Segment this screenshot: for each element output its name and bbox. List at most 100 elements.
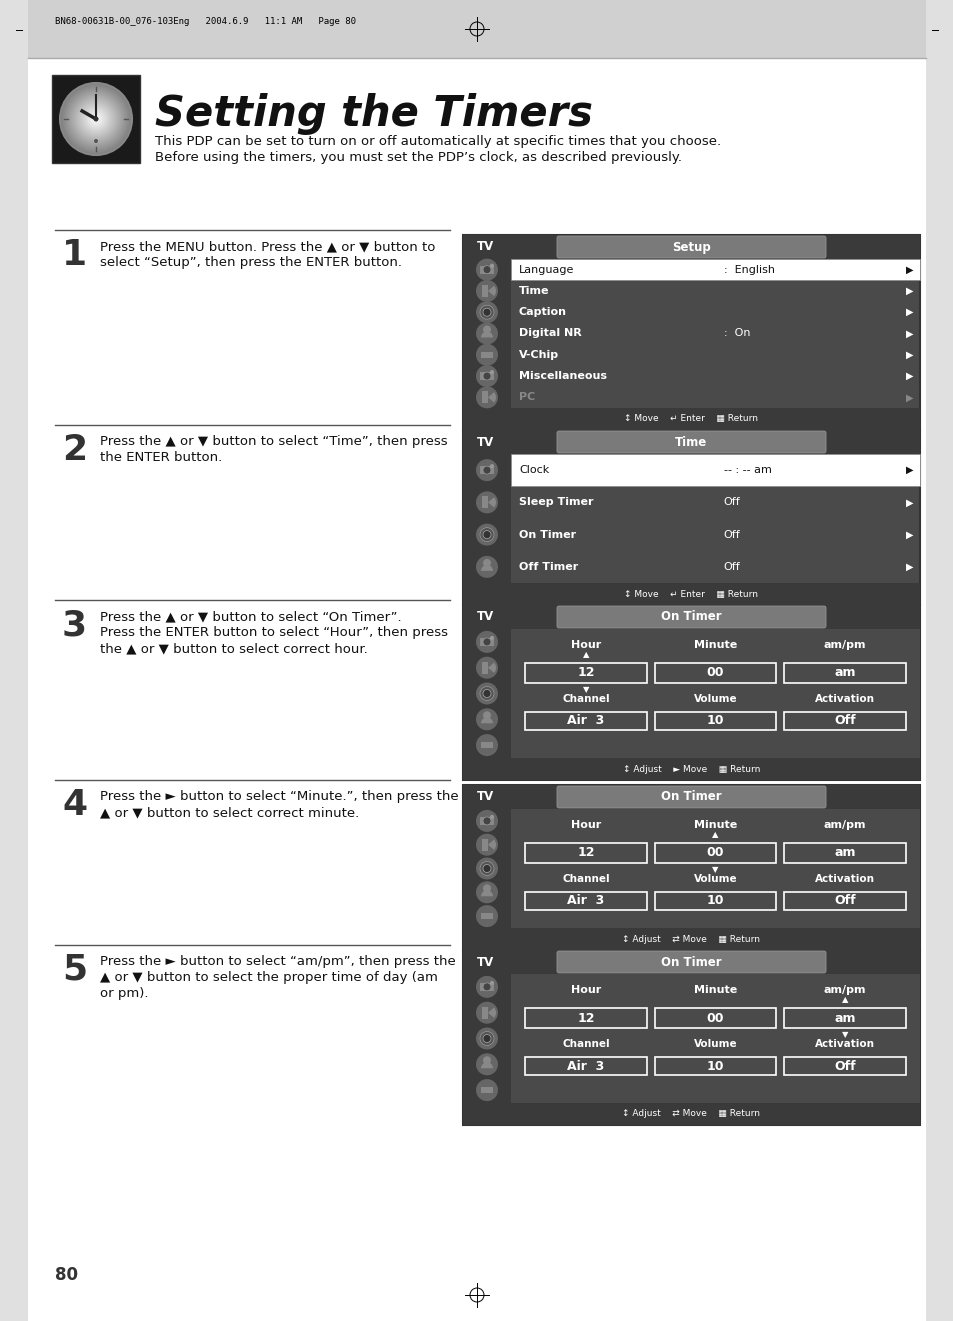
Circle shape: [482, 466, 491, 474]
Text: Channel: Channel: [561, 1040, 609, 1049]
Text: Off: Off: [723, 498, 740, 507]
Bar: [511, 808, 919, 927]
Text: TV: TV: [476, 610, 494, 624]
Circle shape: [482, 308, 491, 316]
Text: 5: 5: [62, 952, 87, 987]
Text: ▶: ▶: [905, 498, 913, 507]
Text: TV: TV: [476, 955, 494, 968]
Bar: [480, 913, 493, 919]
Circle shape: [476, 280, 497, 303]
Circle shape: [476, 386, 497, 408]
Circle shape: [482, 373, 491, 380]
Text: Miscellaneous: Miscellaneous: [518, 371, 606, 380]
Text: On Timer: On Timer: [660, 790, 721, 803]
Text: am: am: [834, 847, 855, 860]
Text: :  On: : On: [723, 329, 749, 338]
Bar: [481, 497, 488, 509]
Bar: [481, 662, 488, 674]
Circle shape: [61, 85, 131, 155]
Wedge shape: [480, 717, 493, 724]
Bar: [479, 466, 494, 474]
Text: ▲: ▲: [712, 831, 718, 840]
Text: Hour: Hour: [570, 639, 600, 650]
Bar: [524, 892, 646, 910]
Circle shape: [78, 100, 113, 137]
Wedge shape: [480, 890, 493, 897]
FancyBboxPatch shape: [557, 431, 825, 453]
Bar: [462, 758, 919, 779]
Circle shape: [476, 523, 497, 546]
Bar: [462, 974, 511, 1103]
Circle shape: [74, 96, 118, 141]
Circle shape: [476, 834, 497, 856]
FancyBboxPatch shape: [557, 236, 825, 258]
Text: ▶: ▶: [905, 465, 913, 476]
Text: Volume: Volume: [693, 1040, 737, 1049]
Text: ▶: ▶: [905, 371, 913, 380]
Text: Press the ► button to select “am/pm”, then press the: Press the ► button to select “am/pm”, th…: [100, 955, 456, 968]
Text: Channel: Channel: [561, 875, 609, 884]
Bar: [462, 785, 919, 808]
Text: Digital NR: Digital NR: [518, 329, 581, 338]
Circle shape: [482, 690, 491, 697]
Text: 12: 12: [577, 1012, 594, 1025]
Wedge shape: [488, 285, 496, 296]
Bar: [462, 583, 919, 605]
Circle shape: [482, 638, 491, 646]
Circle shape: [482, 531, 491, 539]
Text: 80: 80: [55, 1266, 78, 1284]
Circle shape: [68, 91, 124, 147]
Text: ▶: ▶: [905, 329, 913, 338]
Circle shape: [479, 861, 494, 876]
Circle shape: [84, 107, 108, 131]
Circle shape: [83, 106, 109, 132]
Circle shape: [80, 103, 112, 135]
Wedge shape: [480, 332, 493, 337]
Text: TV: TV: [476, 790, 494, 803]
Circle shape: [476, 343, 497, 366]
Circle shape: [479, 527, 494, 542]
Bar: [783, 1057, 905, 1075]
Bar: [783, 712, 905, 731]
Circle shape: [79, 102, 112, 136]
Circle shape: [482, 884, 491, 892]
Text: 00: 00: [706, 847, 723, 860]
Text: the ENTER button.: the ENTER button.: [100, 450, 222, 464]
Text: ▶: ▶: [905, 308, 913, 317]
Circle shape: [73, 96, 119, 141]
Circle shape: [76, 99, 116, 139]
FancyBboxPatch shape: [557, 786, 825, 808]
Circle shape: [85, 108, 107, 129]
Text: 12: 12: [577, 667, 594, 679]
Bar: [783, 843, 905, 863]
Text: Minute: Minute: [693, 820, 737, 830]
Circle shape: [490, 464, 494, 468]
Circle shape: [86, 110, 106, 129]
Circle shape: [476, 657, 497, 679]
Circle shape: [476, 976, 497, 997]
Text: 1: 1: [62, 238, 87, 272]
Text: ↕ Adjust    ► Move    ▦ Return: ↕ Adjust ► Move ▦ Return: [622, 765, 760, 774]
Text: 00: 00: [706, 1012, 723, 1025]
Circle shape: [69, 92, 123, 147]
Text: Press the ► button to select “Minute.”, then press the: Press the ► button to select “Minute.”, …: [100, 790, 458, 803]
FancyBboxPatch shape: [557, 951, 825, 974]
Text: V-Chip: V-Chip: [518, 350, 558, 359]
Text: ▶: ▶: [905, 530, 913, 539]
Text: 10: 10: [706, 1059, 723, 1073]
Circle shape: [88, 111, 104, 127]
Text: Air  3: Air 3: [567, 715, 604, 728]
Text: Setup: Setup: [672, 240, 710, 254]
Bar: [783, 663, 905, 683]
Text: select “Setup”, then press the ENTER button.: select “Setup”, then press the ENTER but…: [100, 256, 401, 269]
Circle shape: [476, 1053, 497, 1075]
Bar: [462, 235, 919, 259]
Bar: [524, 1008, 646, 1028]
Text: Channel: Channel: [561, 694, 609, 704]
Text: Time: Time: [675, 436, 707, 449]
Circle shape: [94, 139, 98, 143]
Text: Press the ▲ or ▼ button to select “On Timer”.: Press the ▲ or ▼ button to select “On Ti…: [100, 610, 401, 624]
Bar: [654, 1057, 776, 1075]
Text: On Timer: On Timer: [518, 530, 576, 539]
Bar: [462, 454, 511, 583]
